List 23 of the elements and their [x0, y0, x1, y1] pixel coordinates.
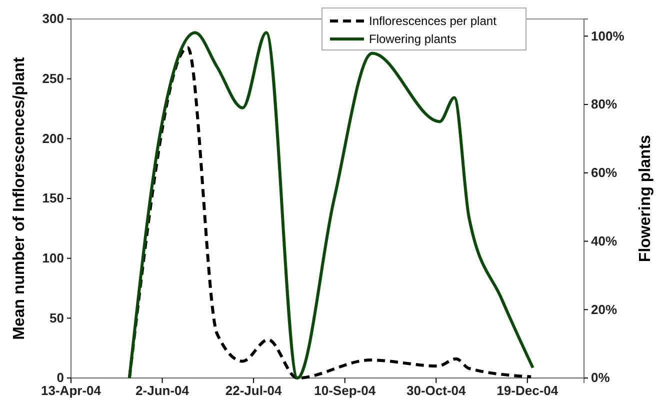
y-tick-label: 0 [56, 370, 64, 386]
y2-tick-label: 60% [591, 165, 618, 180]
x-tick-label: 10-Sep-04 [314, 383, 376, 398]
y2-tick-label: 20% [591, 302, 618, 317]
y-tick-label: 300 [42, 11, 64, 26]
y2-tick-label: 80% [591, 96, 618, 112]
y2-tick-label: 40% [591, 233, 618, 248]
y-tick-label: 150 [42, 190, 64, 206]
y-tick-label: 250 [42, 70, 64, 86]
y2-axis-title: Flowering plants [637, 134, 654, 262]
y-tick-label: 200 [42, 130, 64, 146]
x-tick-label: 22-Jul-04 [225, 383, 283, 398]
x-tick-label: 2-Jun-04 [136, 383, 190, 398]
x-tick-label: 30-Oct-04 [406, 383, 467, 398]
y-tick-label: 50 [50, 310, 64, 326]
x-tick-label: 19-Dec-04 [496, 383, 559, 398]
x-tick-label: 13-Apr-04 [41, 383, 102, 398]
y-axis-title: Mean number of Inflorescences/plant [11, 56, 28, 340]
legend-label: Inflorescences per plant [369, 14, 498, 28]
y-tick-label: 100 [42, 250, 64, 266]
legend-label: Flowering plants [369, 32, 456, 46]
y2-tick-label: 100% [591, 28, 625, 44]
y2-tick-label: 0% [591, 370, 610, 386]
